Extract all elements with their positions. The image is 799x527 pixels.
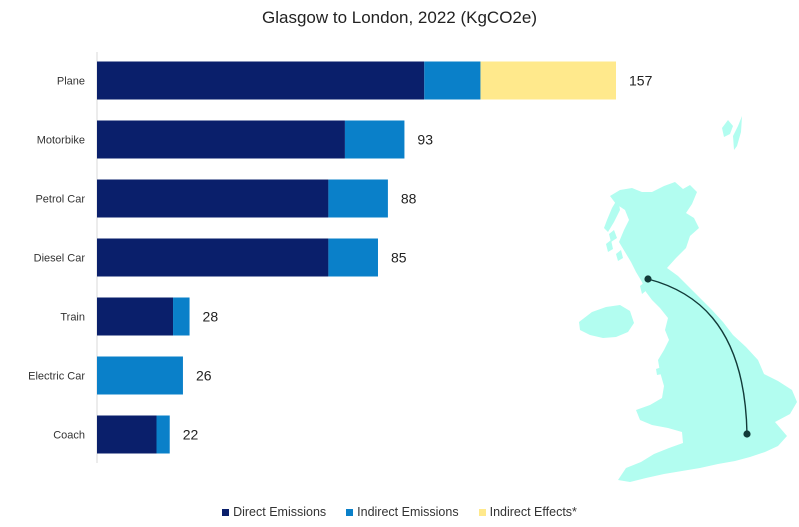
category-label-motorbike: Motorbike: [37, 135, 85, 147]
bar-plane-series-2: [480, 61, 616, 100]
london-marker: [743, 430, 751, 438]
bar-petrol-car-series-0: [97, 179, 329, 218]
legend-item-direct: Direct Emissions: [222, 505, 326, 519]
data-label-electric-car: 26: [196, 368, 212, 384]
small-island-e: [656, 367, 662, 375]
route-line: [647, 278, 748, 435]
category-label-train: Train: [60, 312, 85, 324]
bar-motorbike-series-0: [97, 120, 345, 159]
legend-label-indirect-effects: Indirect Effects*: [489, 505, 577, 519]
bar-plane-series-0: [97, 61, 425, 100]
data-label-petrol-car: 88: [401, 191, 417, 207]
glasgow-marker: [644, 275, 652, 283]
northern-ireland-shape: [579, 305, 634, 338]
legend-item-indirect: Indirect Emissions: [346, 505, 459, 519]
category-label-coach: Coach: [53, 430, 85, 442]
legend-swatch-indirect: [346, 508, 354, 516]
great-britain-shape: [610, 182, 797, 482]
orkney-shape: [722, 120, 733, 137]
legend-label-indirect: Indirect Emissions: [357, 505, 459, 519]
data-label-plane: 157: [629, 73, 653, 89]
small-island-c: [616, 250, 623, 261]
small-island-a: [609, 230, 617, 242]
bar-petrol-car-series-1: [328, 179, 388, 218]
data-label-diesel-car: 85: [391, 250, 407, 266]
bar-train-series-0: [97, 297, 174, 336]
small-island-d: [640, 282, 647, 294]
data-label-motorbike: 93: [417, 132, 433, 148]
chart-legend: Direct Emissions Indirect Emissions Indi…: [0, 505, 799, 519]
uk-landmass: [579, 116, 797, 482]
bar-diesel-car-series-1: [328, 238, 378, 277]
category-label-diesel-car: Diesel Car: [34, 253, 86, 265]
bar-coach-series-1: [156, 415, 170, 454]
data-label-coach: 22: [183, 427, 199, 443]
legend-item-indirect-effects: Indirect Effects*: [478, 505, 577, 519]
western-isles-shape: [604, 198, 620, 232]
chart-title: Glasgow to London, 2022 (KgCO2e): [261, 8, 537, 27]
category-label-electric-car: Electric Car: [28, 371, 85, 383]
legend-swatch-indirect-effects: [478, 508, 486, 516]
shetland-shape: [733, 116, 742, 150]
category-label-plane: Plane: [57, 76, 85, 88]
small-island-b: [606, 240, 613, 252]
bar-diesel-car-series-0: [97, 238, 329, 277]
legend-label-direct: Direct Emissions: [233, 505, 327, 519]
bar-motorbike-series-1: [344, 120, 405, 159]
bar-electric-car-series-1: [97, 356, 183, 395]
bar-train-series-1: [173, 297, 190, 336]
bar-coach-series-0: [97, 415, 157, 454]
bar-plane-series-1: [424, 61, 481, 100]
legend-swatch-direct: [222, 508, 230, 516]
category-label-petrol-car: Petrol Car: [35, 194, 85, 206]
data-label-train: 28: [203, 309, 219, 325]
